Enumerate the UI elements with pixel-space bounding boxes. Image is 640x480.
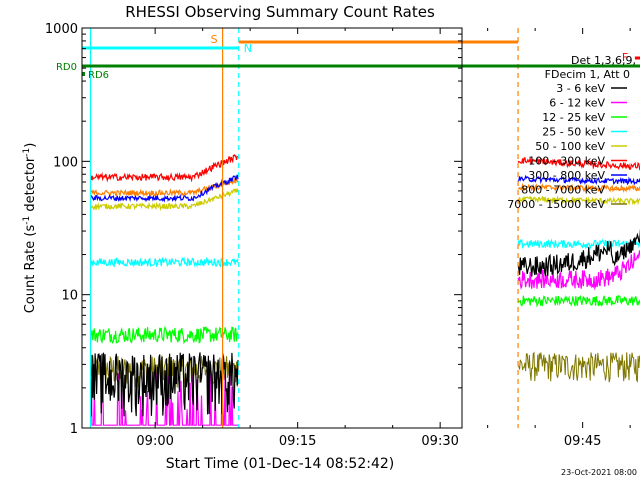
plot-frame [81,27,463,429]
x-tick-label-0: 09:00 [136,434,173,449]
series-5-segment-1 [517,156,640,171]
x-tick-label-1: 09:15 [279,434,316,449]
y-axis-label: Count Rate (s-1 detector-1) [22,143,38,314]
legend-header-2: FDecim 1, Att 0 [545,68,630,81]
legend-label-0: 3 - 6 keV [556,82,605,95]
legend-header-1: Det 1,3,6,9, [571,54,636,67]
y-label-sup1: -1 [22,216,32,225]
y-tick-label-0: 1 [70,422,78,437]
y-tick-label-2: 100 [53,155,78,170]
night-label: N [244,42,252,55]
series-4-segment-0 [90,188,239,212]
saa-label: S [211,33,218,46]
rd6-label: RD6 [88,70,109,81]
y-label-main: Count Rate (s [23,225,38,314]
x-tick-label-3: 09:45 [564,434,601,449]
legend-label-5: 100 - 300 keV [528,155,605,168]
y-tick-label-1: 10 [61,289,78,304]
series-5-segment-0 [90,153,239,183]
legend-label-7: 800 - 7000 keV [521,184,605,197]
x-tick-label-2: 09:30 [421,434,458,449]
timestamp-label: 23-Oct-2021 08:00 [561,468,637,477]
series-4-segment-1 [517,195,640,206]
x-axis-label: Start Time (01-Dec-14 08:52:42) [166,456,394,472]
y-label-sup2: -1 [22,148,32,157]
series-2-segment-0 [90,325,239,345]
series-1-segment-0 [90,369,238,426]
series-3-segment-0 [90,256,239,269]
flare-label: F [622,51,628,64]
legend-label-4: 50 - 100 keV [535,140,605,153]
legend-label-3: 25 - 50 keV [542,126,605,139]
flags-layer: S N F RD0 RD6 [56,28,640,428]
legend: Det 1,3,6,9, FDecim 1, Att 0 3 - 6 keV 6 … [507,54,636,211]
legend-label-6: 300 - 800 keV [528,169,605,182]
legend-label-2: 12 - 25 keV [542,111,605,124]
axis-layer: 09:0009:1509:3009:4510:0010:1510:3011010… [45,22,631,449]
y-tick-label-3: 1000 [45,22,78,37]
series-0-segment-1 [517,229,640,277]
legend-label-1: 6 - 12 keV [549,97,605,110]
chart-title: RHESSI Observing Summary Count Rates [125,3,435,21]
rd6-marker [82,72,85,76]
series-6-segment-0 [90,174,239,203]
rd0-label: RD0 [56,62,77,73]
series-6-segment-1 [517,174,640,186]
series-7-segment-0 [90,175,239,198]
y-label-mid: detector [23,156,38,216]
series-2-segment-1 [517,295,640,308]
series-7-segment-1 [517,182,640,193]
series-8-segment-1 [517,351,640,383]
legend-label-8: 7000 - 15000 keV [507,198,605,211]
data-layer [90,153,640,426]
series-0-segment-0 [90,352,239,417]
series-3-segment-1 [517,238,640,250]
y-label-end: ) [23,143,38,148]
series-1-segment-1 [517,250,640,291]
